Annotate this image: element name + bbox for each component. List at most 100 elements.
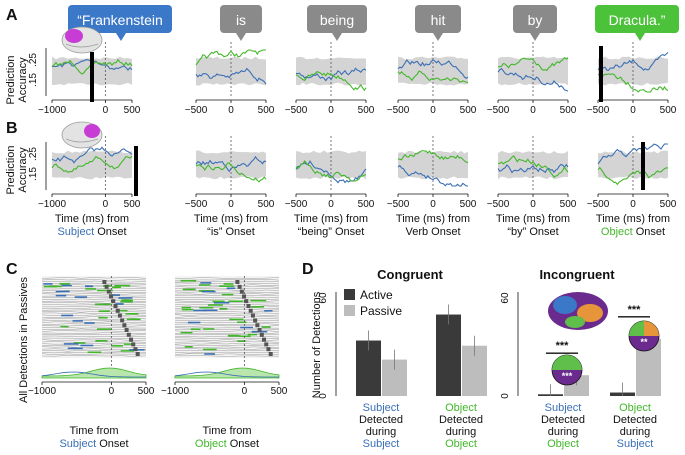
subject-accuracy-trace — [497, 67, 569, 92]
object-accuracy-trace — [397, 70, 469, 84]
word-onset-marker — [104, 284, 109, 289]
x-tick-label: −500 — [285, 199, 308, 210]
xlabel-onset: Object Onset — [601, 226, 665, 238]
x-tick-label: 500 — [358, 199, 375, 210]
svg-text:Prediction: Prediction — [5, 56, 17, 105]
x-tick-label: 0 — [530, 199, 536, 210]
onset-suffix: Onset — [633, 226, 665, 238]
raster-row — [174, 289, 280, 292]
y-tick: 60 — [500, 292, 511, 304]
pie-slice — [567, 355, 582, 370]
onset-suffix: Onset — [332, 226, 364, 238]
word-onset-marker — [120, 318, 125, 323]
word-onset-marker — [244, 299, 249, 304]
onset-suffix: Onset — [96, 438, 128, 450]
x-tick-label: 0 — [430, 199, 436, 210]
panel-letter-d: D — [302, 261, 314, 278]
onset-word: Object — [601, 226, 633, 238]
x-tick-label: −500 — [587, 105, 610, 116]
word-being: being — [320, 12, 354, 28]
pie-label: ** — [640, 337, 648, 347]
onset-suffix: Onset — [428, 226, 460, 238]
word-onset-marker — [133, 347, 138, 352]
raster-row — [41, 346, 147, 348]
word-onset-marker — [124, 328, 129, 332]
x-tick-label: 0 — [103, 199, 109, 210]
x-tick-label: −1000 — [28, 386, 57, 397]
subject-accuracy-trace — [51, 146, 133, 164]
raster-row — [41, 309, 147, 311]
onset-word: “is” — [207, 226, 223, 238]
raster-row — [41, 319, 147, 322]
x-tick-label: −500 — [587, 199, 610, 210]
xlabel-prefix: Time (ms) from — [396, 213, 470, 225]
raster-row — [41, 293, 146, 295]
legend-swatch-active — [344, 289, 355, 300]
word-onset-marker — [264, 342, 269, 347]
object-accuracy-trace — [597, 166, 669, 186]
plot-b-2: −500 0 500 — [285, 136, 375, 210]
xlabel-onset: Object Onset — [195, 438, 259, 450]
category-label: Detected — [439, 414, 483, 426]
object-accuracy-trace — [295, 70, 367, 92]
group-title: Congruent — [377, 267, 443, 282]
x-tick-label: 500 — [560, 199, 577, 210]
group-title: Incongruent — [539, 267, 615, 282]
xlabel-prefix: Time (ms) from — [596, 213, 670, 225]
x-tick-label: 500 — [460, 105, 477, 116]
significance-stars: *** — [556, 340, 570, 352]
category-label: during — [366, 426, 397, 438]
xlabel-prefix: Time (ms) from — [294, 213, 368, 225]
x-tick-label: −500 — [185, 199, 208, 210]
object-density — [174, 367, 280, 379]
pie-slice — [644, 321, 659, 336]
raster-row — [174, 282, 280, 285]
x-tick-label: 500 — [271, 386, 288, 397]
plot-a-0: −1000 0 500 — [38, 42, 141, 116]
word-onset-marker — [237, 284, 242, 289]
raster-row — [41, 341, 147, 343]
brain-region — [577, 304, 603, 322]
xlabel-prefix: Time (ms) from — [55, 213, 129, 225]
word-bubble-being: being — [307, 5, 367, 41]
word-onset-marker — [253, 318, 258, 323]
word-dracula: Dracula.” — [609, 12, 666, 28]
raster-row — [174, 291, 280, 293]
raster-row — [174, 325, 280, 327]
word-onset-marker — [250, 313, 255, 318]
raster-row — [41, 289, 147, 292]
x-tick-label: 0 — [103, 105, 109, 116]
raster-row — [174, 327, 280, 329]
subject-density — [174, 371, 279, 378]
raster-row — [41, 307, 147, 309]
raster-row — [174, 316, 280, 318]
category-label: Detected — [359, 414, 403, 426]
word-onset-marker — [235, 280, 240, 284]
raster-row — [41, 326, 147, 329]
subject-accuracy-trace — [295, 67, 367, 82]
raster-row — [174, 348, 279, 350]
raster-row — [174, 296, 280, 299]
x-tick-label: −500 — [285, 105, 308, 116]
onset-suffix: Onset — [526, 226, 558, 238]
raster-row — [41, 310, 147, 313]
word-onset-marker — [255, 323, 260, 328]
y-axis-b: .25.15 — [28, 142, 47, 190]
object-accuracy-trace — [397, 150, 469, 164]
x-tick-label: −500 — [487, 199, 510, 210]
plot-a-4: −500 0 500 — [487, 42, 577, 116]
category-label-word: Subject — [363, 402, 400, 414]
onset-suffix: Onset — [222, 226, 254, 238]
y-tick-mid: .15 — [28, 73, 39, 87]
subject-accuracy-trace — [497, 163, 569, 174]
category-label-last: Subject — [363, 438, 400, 450]
word-is: is — [236, 12, 246, 28]
object-accuracy-trace — [51, 155, 133, 173]
word-onset-marker — [131, 342, 136, 347]
subject-density — [41, 371, 146, 378]
word-onset-marker — [257, 328, 262, 332]
peak-marker-bar — [599, 46, 603, 102]
legend-active: Active — [360, 288, 393, 302]
